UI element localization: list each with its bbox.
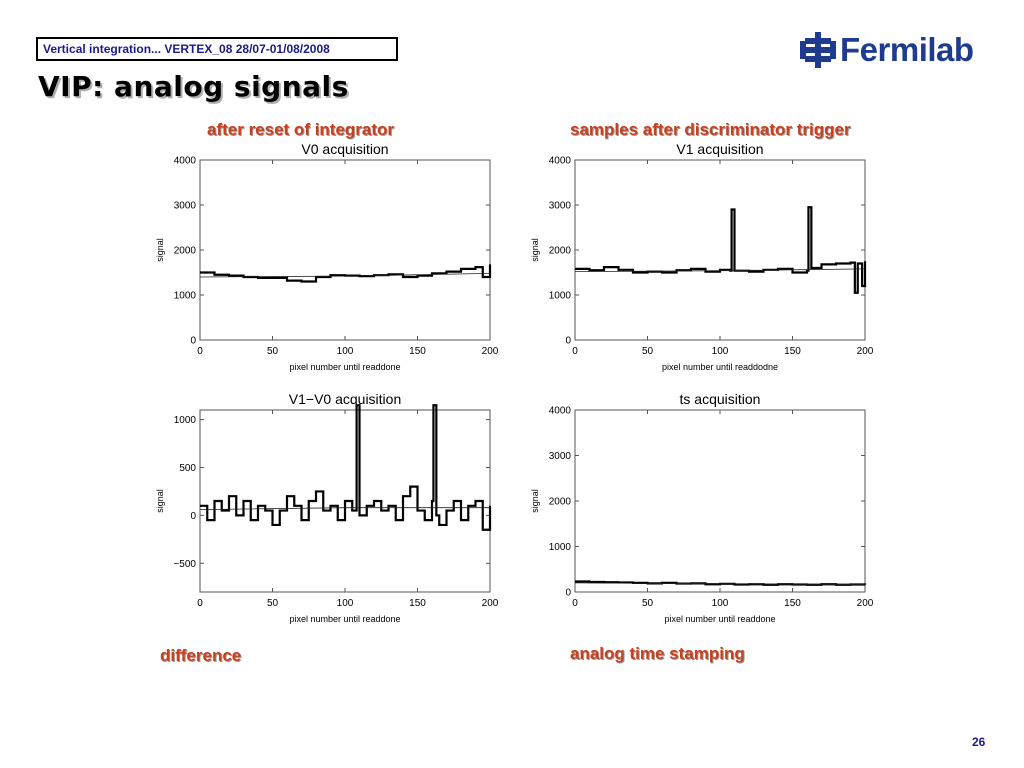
y-tick-label: 0 [190, 336, 196, 347]
y-tick-label: 1000 [549, 542, 572, 553]
x-tick-label: 100 [337, 346, 354, 357]
x-axis-label: pixel number until readdone [664, 614, 775, 624]
y-tick-label: 500 [179, 463, 196, 474]
series-step-line [200, 264, 492, 283]
plot-frame [574, 159, 866, 341]
conference-label: Vertical integration... VERTEX_08 28/07-… [43, 42, 330, 56]
y-axis-label: signal [155, 489, 165, 513]
x-tick-label: 200 [482, 346, 499, 357]
chart-title: V1−V0 acquisition [289, 391, 401, 407]
series-fit-line [574, 268, 866, 272]
y-tick-label: 2000 [174, 246, 197, 257]
chart-ts: 0 1000 2000 3000 4000 0 50 100 150 200 ts acquisit… [530, 391, 874, 624]
series-step-line [200, 404, 492, 531]
x-tick-label: 0 [197, 598, 203, 609]
caption-time-stamping: analog time stamping [570, 644, 745, 663]
fermilab-logo-icon [800, 32, 836, 68]
x-tick-label: 150 [409, 598, 426, 609]
x-tick-label: 0 [572, 598, 578, 609]
x-axis-label: pixel number until readdone [289, 614, 400, 624]
caption-v0: after reset of integrator [207, 120, 395, 139]
y-axis-label: signal [530, 238, 540, 262]
x-tick-label: 150 [784, 598, 801, 609]
plot-frame [574, 409, 866, 593]
y-tick-label: 1000 [549, 291, 572, 302]
chart-diff: −500 0 500 1000 0 50 100 150 200 V1−V0 acquisitio… [155, 391, 499, 624]
caption-v1: samples after discriminator trigger [570, 120, 851, 139]
y-tick-label: 2000 [549, 497, 572, 508]
y-tick-label: 0 [565, 588, 571, 599]
y-tick-label: 0 [190, 511, 196, 522]
y-tick-label: 1000 [174, 415, 197, 426]
chart-title: ts acquisition [680, 391, 761, 407]
x-tick-label: 200 [482, 598, 499, 609]
x-tick-label: 50 [267, 346, 279, 357]
y-tick-label: 3000 [549, 201, 572, 212]
series-fit-line [574, 582, 866, 585]
x-tick-label: 50 [642, 346, 654, 357]
y-tick-label: 3000 [174, 201, 197, 212]
y-tick-label: 4000 [174, 156, 197, 167]
x-tick-label: 50 [267, 598, 279, 609]
x-tick-label: 0 [197, 346, 203, 357]
y-tick-label: 3000 [549, 451, 572, 462]
page-number: 26 [972, 735, 986, 749]
series-fit-line [199, 507, 490, 511]
caption-difference: difference [160, 646, 242, 665]
series-step-line [575, 206, 867, 294]
fermilab-wordmark: Fermilab [840, 31, 974, 68]
series-fit-line [199, 273, 491, 278]
x-tick-label: 100 [712, 346, 729, 357]
y-tick-label: 4000 [549, 156, 572, 167]
y-tick-label: 0 [565, 336, 571, 347]
header-box: Vertical integration... VERTEX_08 28/07-… [36, 37, 398, 61]
x-axis-label: pixel number until readdodne [662, 362, 778, 372]
x-tick-label: 50 [642, 598, 654, 609]
chart-v1: 0 1000 2000 3000 4000 0 50 100 150 200 V1 acquisit… [530, 141, 874, 372]
y-axis-label: signal [530, 489, 540, 513]
y-tick-label: 1000 [174, 291, 197, 302]
chart-v0: 0 1000 2000 3000 4000 0 50 100 150 200 V0 acquisit… [155, 141, 499, 372]
y-tick-label: 4000 [549, 406, 572, 417]
x-tick-label: 100 [337, 598, 354, 609]
x-tick-label: 0 [572, 346, 578, 357]
x-tick-label: 150 [409, 346, 426, 357]
x-tick-label: 100 [712, 598, 729, 609]
x-tick-label: 200 [857, 598, 874, 609]
chart-title: V0 acquisition [301, 141, 388, 157]
y-tick-label: −500 [173, 559, 196, 570]
x-tick-label: 200 [857, 346, 874, 357]
plot-frame [199, 159, 491, 341]
y-tick-label: 2000 [549, 246, 572, 257]
y-axis-label: signal [155, 238, 165, 262]
x-axis-label: pixel number until readdone [289, 362, 400, 372]
x-tick-label: 150 [784, 346, 801, 357]
page-title: VIP: analog signals [38, 70, 349, 103]
chart-title: V1 acquisition [676, 141, 763, 157]
fermilab-logo: Fermilab [800, 30, 974, 70]
